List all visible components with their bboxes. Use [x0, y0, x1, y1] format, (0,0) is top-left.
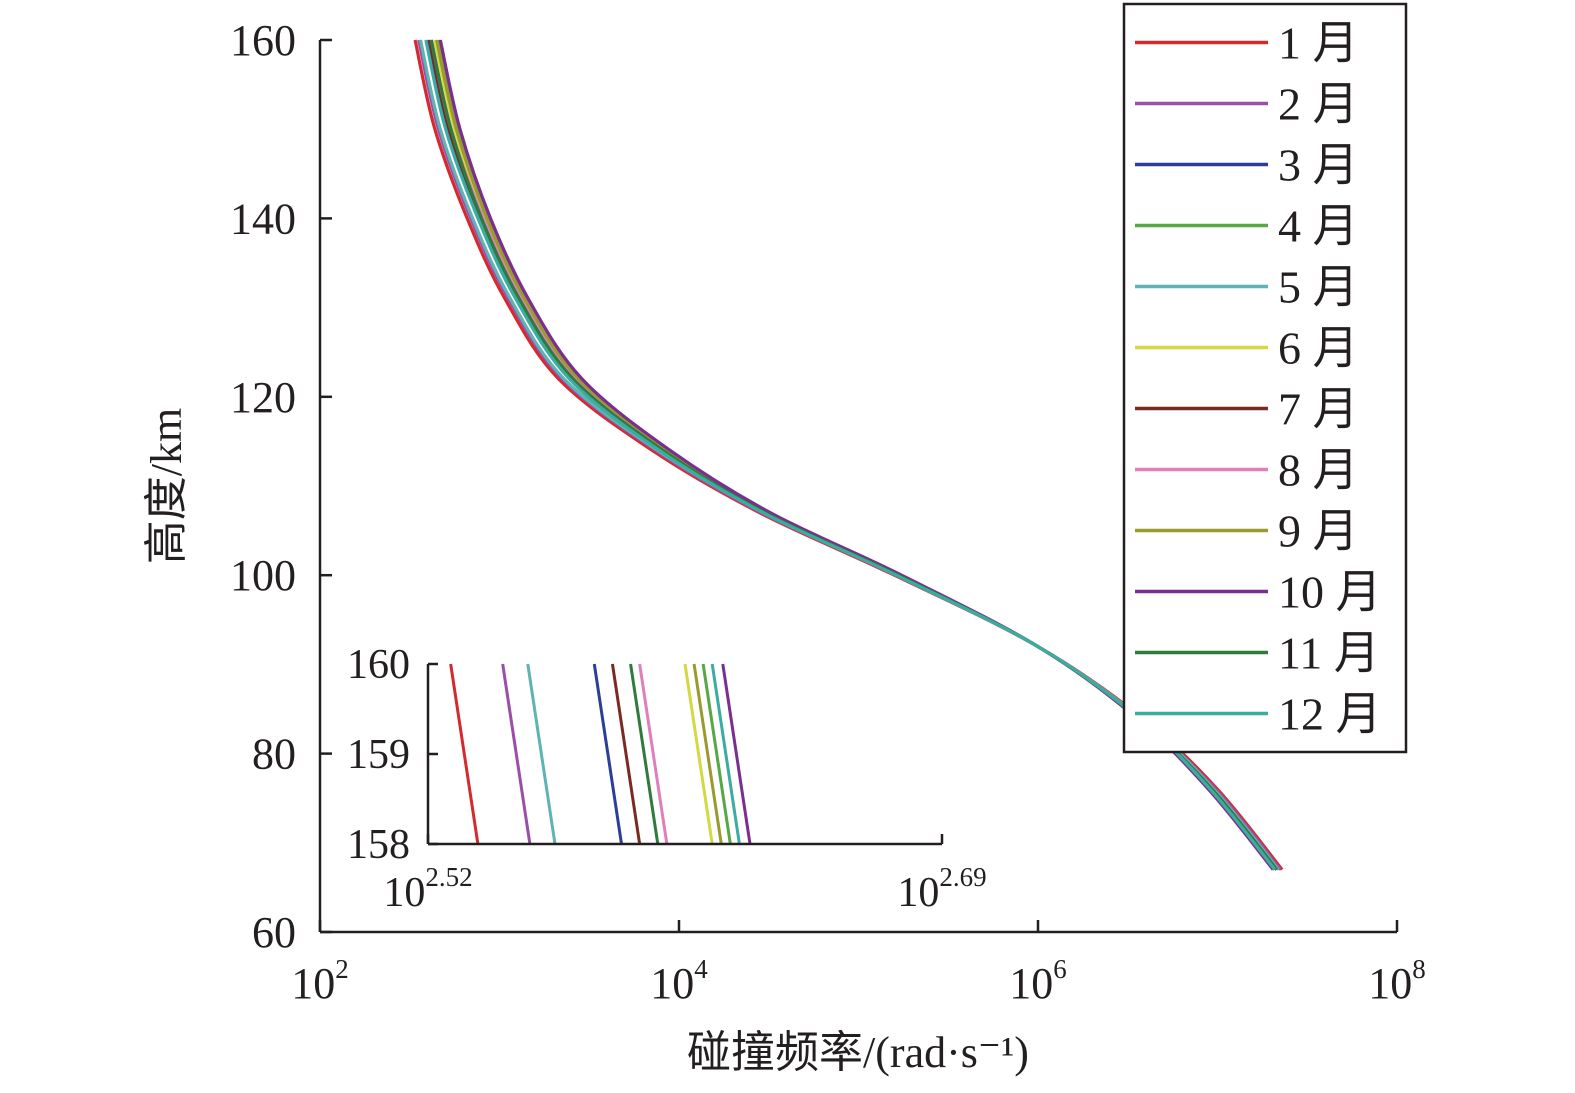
y-tick-label: 160	[230, 16, 296, 65]
inset-line-11	[710, 663, 741, 845]
inset-line-10	[701, 663, 732, 845]
x-axis-label: 碰撞频率/(rad·s⁻¹)	[687, 1028, 1029, 1077]
inset-layer: 158 159 160 102.52 102.69	[347, 642, 987, 916]
inset-y-tick-label: 159	[347, 732, 410, 778]
y-tick-label: 60	[252, 908, 296, 957]
legend-label-8: 8 月	[1278, 445, 1359, 496]
inset-line-4	[592, 663, 623, 845]
inset-line-8	[683, 663, 714, 845]
x-tick-label: 108	[1368, 954, 1426, 1008]
legend-label-3: 3 月	[1278, 140, 1359, 191]
inset-x-tick-label: 102.52	[383, 862, 472, 916]
legend-label-12: 12 月	[1278, 689, 1382, 740]
y-tick-label: 120	[230, 373, 296, 422]
inset-x-tick-label: 102.69	[897, 862, 986, 916]
inset-line-9	[692, 663, 723, 845]
inset-y-tick-label: 158	[347, 822, 410, 868]
legend-label-10: 10 月	[1278, 567, 1382, 618]
inset-line-2	[501, 663, 532, 845]
legend-label-1: 1 月	[1278, 18, 1359, 69]
y-tick-label: 100	[230, 551, 296, 600]
inset-y-tick-label: 160	[347, 642, 410, 688]
x-tick-label: 104	[650, 954, 708, 1008]
legend-label-9: 9 月	[1278, 506, 1359, 557]
legend-label-7: 7 月	[1278, 384, 1359, 435]
inset-line-1	[449, 663, 480, 845]
axes-layer: 60 80 100 120 140 160 102 104 106 108	[230, 16, 1426, 1008]
y-tick-label: 80	[252, 730, 296, 779]
x-tick-label: 106	[1009, 954, 1067, 1008]
x-tick-label: 102	[291, 954, 349, 1008]
y-tick-label: 140	[230, 194, 296, 243]
legend-label-4: 4 月	[1278, 201, 1359, 252]
legend: 1 月 2 月 3 月 4 月 5 月 6 月 7 月 8 月 9 月 10 月 11 月 12 月	[1122, 2, 1408, 754]
y-axis-label: 高度/km	[142, 408, 191, 564]
legend-box	[1122, 2, 1408, 754]
inset-line-7	[638, 663, 669, 845]
inset-line-3	[526, 663, 557, 845]
inset-line-12	[721, 663, 752, 845]
legend-label-6: 6 月	[1278, 323, 1359, 374]
legend-label-2: 2 月	[1278, 79, 1359, 130]
legend-label-11: 11 月	[1278, 628, 1380, 679]
inset-background	[420, 654, 950, 854]
inset-line-6	[629, 663, 660, 845]
inset-line-5	[610, 663, 642, 845]
legend-label-5: 5 月	[1278, 262, 1359, 313]
